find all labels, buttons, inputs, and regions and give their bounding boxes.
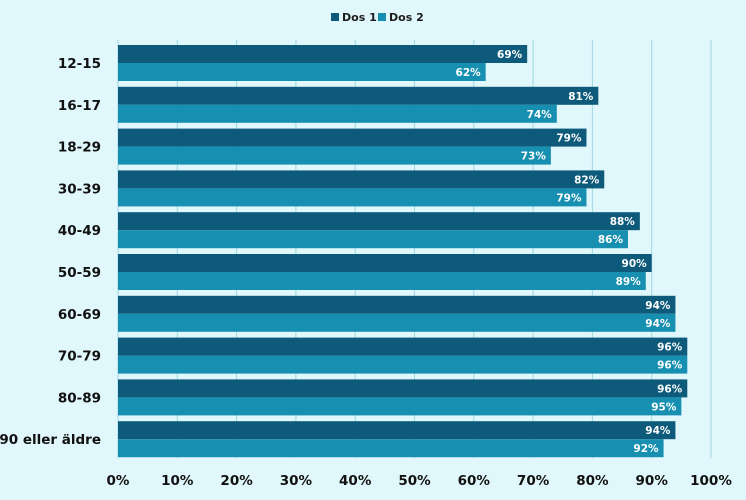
x-tick-label: 20% (220, 473, 253, 489)
x-tick-label: 10% (161, 473, 194, 489)
data-label: 79% (556, 133, 582, 145)
bar-dos1 (118, 337, 688, 356)
bar-dos1 (118, 170, 605, 189)
data-label: 96% (657, 383, 683, 395)
bar-dos2 (118, 63, 486, 81)
legend-label-dos1: Dos 1 (342, 11, 377, 24)
data-label: 94% (645, 425, 671, 437)
bar-dos1 (118, 128, 587, 147)
bars (118, 45, 688, 458)
x-tick-label: 30% (280, 473, 313, 489)
data-label: 95% (651, 401, 677, 413)
x-tick-label: 90% (636, 473, 669, 489)
legend: Dos 1 Dos 2 (331, 11, 424, 24)
data-label: 74% (527, 109, 553, 121)
bar-dos2 (118, 313, 676, 332)
legend-swatch-dos1 (331, 13, 339, 21)
category-label: 12-15 (58, 56, 101, 72)
data-label: 94% (645, 300, 671, 312)
data-label: 86% (598, 234, 624, 246)
bar-dos2 (118, 104, 557, 123)
category-label: 30-39 (58, 181, 101, 197)
data-label: 96% (657, 360, 683, 372)
bar-dos2 (118, 355, 688, 374)
category-label: 80-89 (58, 390, 101, 406)
legend-swatch-dos2 (378, 13, 386, 21)
x-tick-label: 100% (690, 473, 732, 489)
category-label: 50-59 (58, 265, 101, 281)
x-tick-label: 50% (398, 473, 431, 489)
bar-dos2 (118, 188, 587, 207)
category-label: 70-79 (58, 349, 101, 365)
legend-label-dos2: Dos 2 (389, 11, 424, 24)
bar-dos1 (118, 86, 599, 105)
category-labels: 12-15 16-17 18-29 30-39 40-49 50-59 60-69 70-79… (0, 56, 101, 448)
bar-dos2 (118, 439, 664, 458)
data-label: 82% (574, 174, 600, 186)
bar-dos1 (118, 421, 676, 440)
x-tick-label: 60% (458, 473, 491, 489)
data-label: 62% (456, 67, 482, 79)
category-label: 18-29 (58, 140, 101, 156)
data-label: 90% (622, 258, 648, 270)
x-tick-label: 80% (576, 473, 609, 489)
bar-dos2 (118, 230, 628, 249)
bar-dos1 (118, 212, 640, 231)
category-label: 90 eller äldre (0, 432, 101, 448)
data-label: 96% (657, 342, 683, 354)
bar-dos2 (118, 272, 646, 290)
data-label: 89% (616, 276, 642, 288)
x-tick-label: 70% (517, 473, 550, 489)
bar-dos1 (118, 295, 676, 314)
bar-dos1 (118, 254, 652, 272)
data-label: 92% (633, 443, 659, 455)
bar-dos2 (118, 146, 551, 165)
data-label: 81% (568, 91, 594, 103)
bar-dos2 (118, 397, 682, 416)
category-label: 16-17 (58, 98, 101, 114)
data-label: 79% (556, 192, 582, 204)
data-label: 94% (645, 318, 671, 330)
data-labels: 69%62%81%74%79%73%82%79%88%86%90%89%94%9… (456, 49, 683, 455)
data-label: 88% (610, 216, 636, 228)
data-label: 69% (497, 49, 523, 61)
x-tick-label: 0% (107, 473, 130, 489)
x-tick-labels: 0% 10% 20% 30% 40% 50% 60% 70% 80% 90% 100% (107, 473, 733, 489)
x-tick-label: 40% (339, 473, 372, 489)
bar-dos1 (118, 379, 688, 398)
data-label: 73% (521, 151, 547, 163)
bar-dos1 (118, 45, 528, 63)
category-label: 40-49 (58, 223, 101, 239)
category-label: 60-69 (58, 307, 101, 323)
